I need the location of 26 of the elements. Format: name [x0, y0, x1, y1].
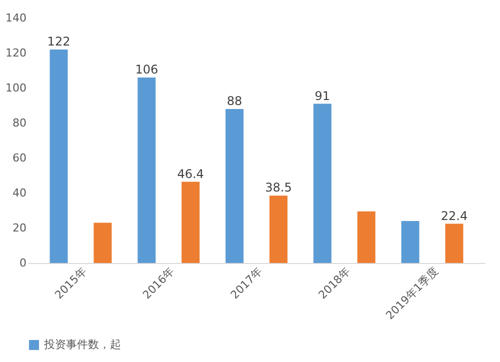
- data-label: 91: [314, 88, 330, 103]
- data-label: 22.4: [440, 208, 468, 223]
- bar: [357, 211, 376, 263]
- bar: [94, 222, 112, 263]
- data-label: 38.5: [265, 180, 292, 195]
- data-label: 106: [135, 62, 158, 76]
- y-tick-label: 0: [20, 256, 26, 270]
- legend-label: 投资事件数，起: [43, 338, 121, 351]
- y-tick-label: 140: [6, 12, 26, 24]
- bar: [445, 224, 464, 263]
- y-tick-label: 100: [6, 82, 26, 94]
- y-tick-label: 60: [12, 152, 26, 164]
- bar: [269, 196, 288, 263]
- y-tick-label: 80: [12, 116, 26, 130]
- y-tick-label: 40: [12, 186, 26, 200]
- data-label: 122: [47, 34, 70, 48]
- bar: [138, 78, 156, 263]
- y-tick-label: 20: [12, 222, 26, 234]
- bar: [313, 104, 332, 263]
- data-label: 88: [226, 94, 242, 108]
- bar: [226, 109, 244, 263]
- data-label: 46.4: [177, 166, 204, 181]
- bar: [401, 221, 420, 263]
- bar: [50, 50, 68, 263]
- bar: [182, 182, 200, 263]
- y-tick-label: 120: [6, 46, 26, 60]
